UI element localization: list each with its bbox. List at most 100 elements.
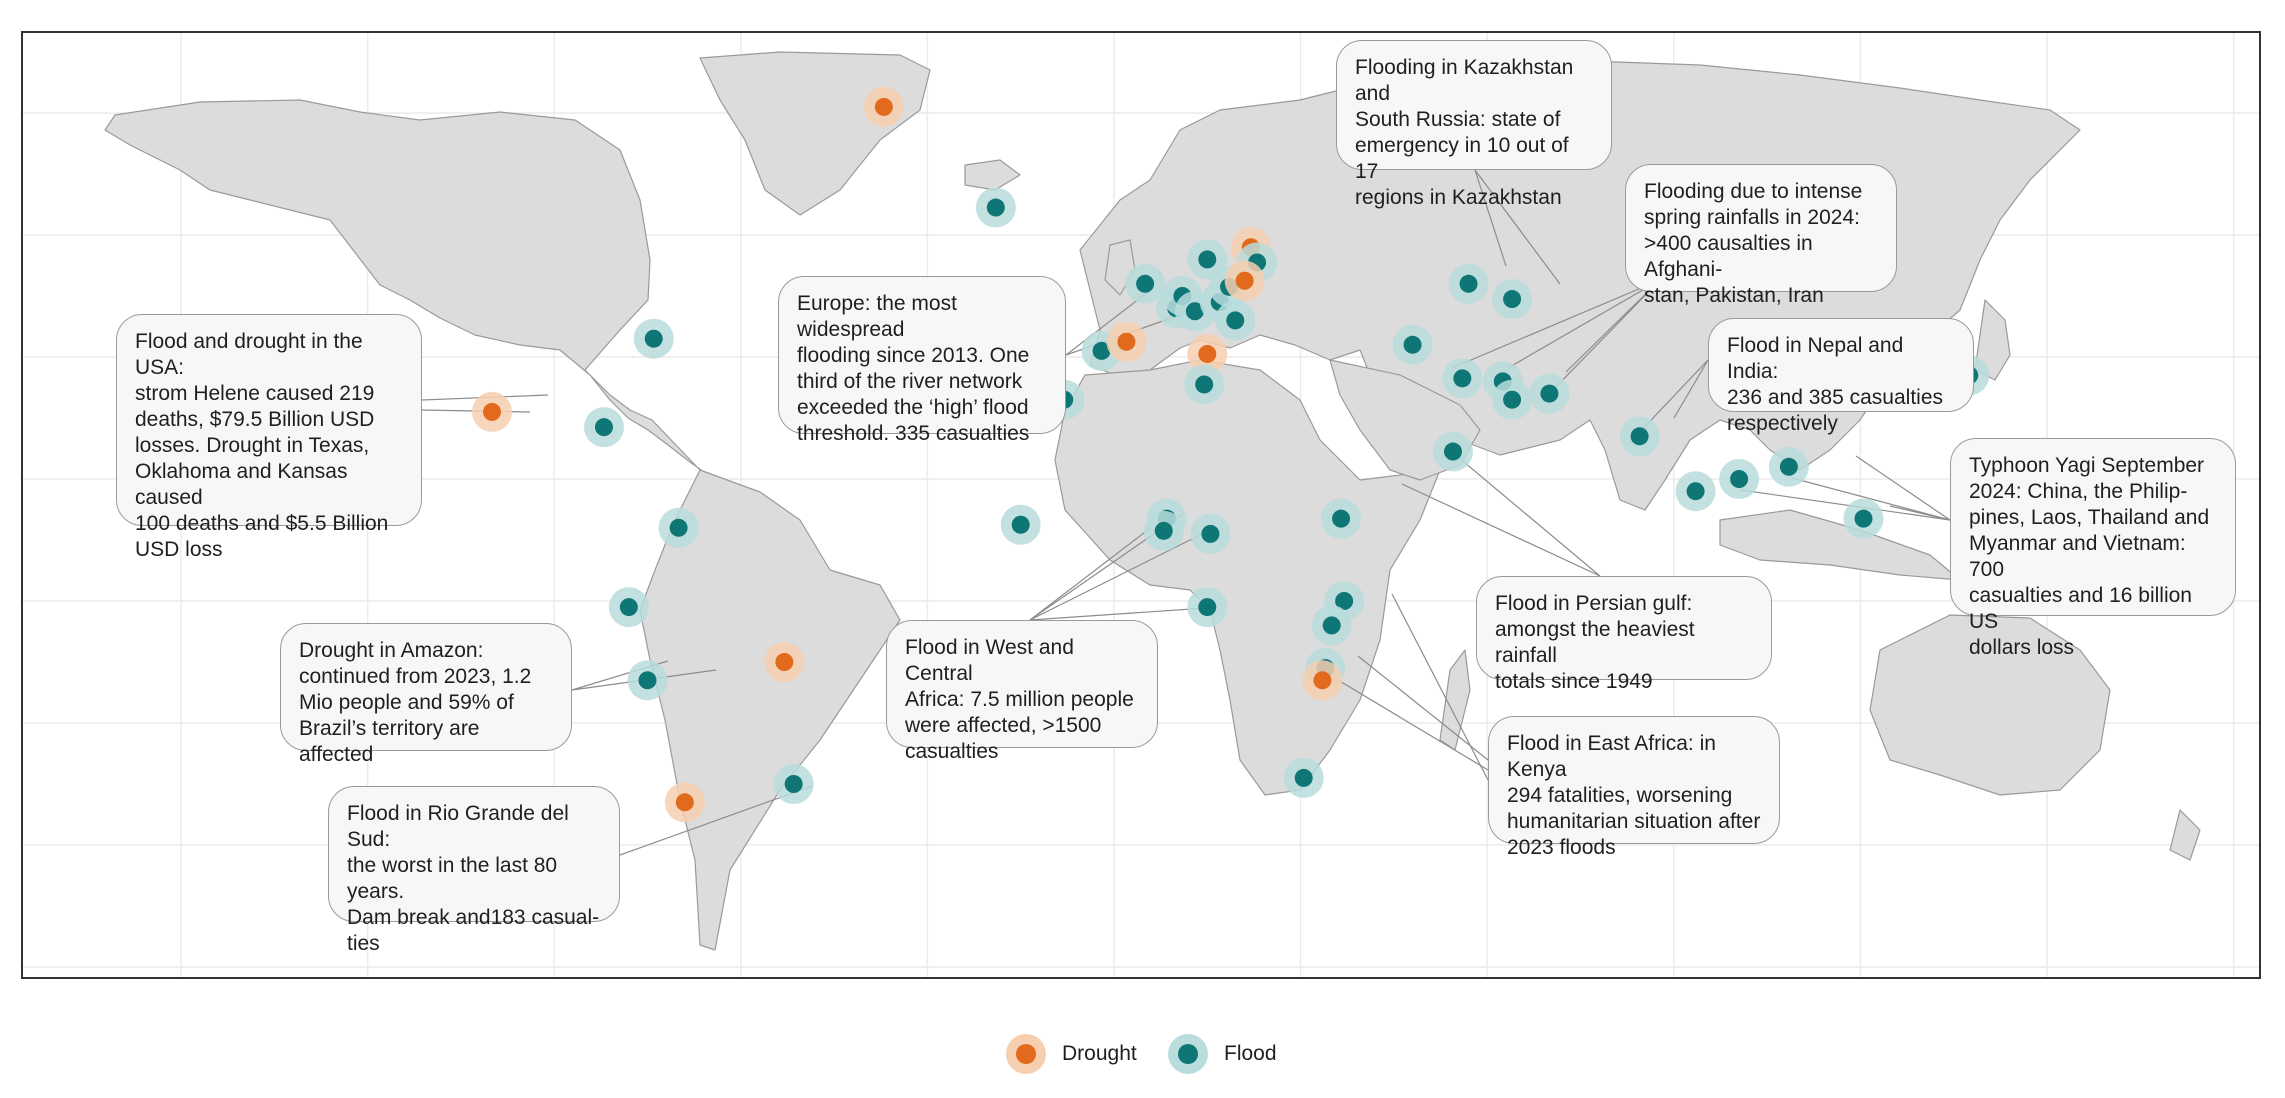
- flood-marker-core: [1195, 375, 1214, 394]
- flood-marker-core: [1332, 509, 1351, 528]
- leader-line: [1855, 455, 1951, 521]
- land-madagascar: [1439, 649, 1471, 751]
- leader-line: [1029, 607, 1207, 621]
- flood-marker-icon: [1168, 1034, 1208, 1074]
- land-southeast-asia: [1719, 509, 1961, 581]
- flood-marker: [1448, 263, 1489, 304]
- drought-marker-core: [1198, 344, 1217, 363]
- flood-marker-core: [1443, 442, 1462, 461]
- flood-marker-core: [1335, 592, 1354, 610]
- leader-line: [1327, 673, 1489, 771]
- drought-marker: [472, 391, 512, 432]
- flood-marker: [1190, 513, 1231, 554]
- leader-line: [1673, 359, 1709, 419]
- flood-marker-core: [1453, 369, 1472, 388]
- flood-marker-core: [1503, 390, 1522, 409]
- legend-item-drought: Drought: [1004, 1032, 1137, 1076]
- drought-marker: [1224, 260, 1265, 301]
- flood-marker-core: [1154, 521, 1173, 540]
- flood-marker-core: [619, 598, 638, 617]
- flood-marker: [1283, 757, 1324, 798]
- drought-marker-core: [483, 402, 501, 421]
- callout-typhoon-yagi: Typhoon Yagi September 2024: China, the …: [1950, 438, 2236, 659]
- flood-marker: [1184, 364, 1225, 405]
- flood-marker-core: [1198, 598, 1217, 617]
- flood-marker-core: [669, 518, 688, 537]
- callout-europe-flooding: Europe: the most widespread flooding sin…: [778, 276, 1066, 445]
- flood-marker: [1125, 263, 1166, 304]
- flood-marker: [1719, 459, 1760, 499]
- callout-afghanistan-flooding: Flooding due to intense spring rainfalls…: [1625, 164, 1897, 307]
- land-australia: [1869, 614, 2111, 796]
- leader-line: [1029, 515, 1167, 621]
- flood-marker: [1187, 587, 1228, 628]
- drought-marker-core: [1235, 271, 1254, 290]
- drought-marker: [1106, 321, 1147, 362]
- flood-marker: [1442, 358, 1483, 399]
- flood-marker-core: [1540, 384, 1559, 403]
- flood-marker: [1619, 416, 1660, 457]
- drought-marker: [1302, 660, 1343, 701]
- flood-marker-core: [1136, 274, 1155, 293]
- flood-marker: [1768, 446, 1809, 487]
- leader-line: [1357, 655, 1489, 761]
- drought-marker-core: [675, 793, 694, 812]
- flood-marker: [1143, 510, 1184, 551]
- flood-marker: [1432, 431, 1473, 472]
- flood-marker: [773, 764, 814, 804]
- flood-marker-core: [1730, 470, 1749, 488]
- flood-marker-core: [1503, 290, 1522, 309]
- callout-amazon-drought: Drought in Amazon: continued from 2023, …: [280, 623, 572, 766]
- flood-marker-core: [1226, 311, 1245, 330]
- flood-marker-core: [1403, 335, 1422, 354]
- flood-marker: [1321, 498, 1362, 539]
- flood-marker-core: [594, 418, 613, 437]
- leader-line: [1740, 489, 1951, 521]
- callout-persian-gulf-flooding: Flood in Persian gulf: amongst the heavi…: [1476, 576, 1772, 693]
- flood-marker-core: [1011, 515, 1030, 534]
- flood-marker-core: [1459, 274, 1478, 293]
- leader-line: [1474, 169, 1561, 285]
- flood-marker-core: [1854, 509, 1873, 528]
- flood-marker-core: [1779, 457, 1798, 476]
- flood-marker: [1843, 498, 1884, 539]
- callout-west-central-africa-flooding: Flood in West and Central Africa: 7.5 mi…: [886, 620, 1158, 763]
- drought-marker: [664, 782, 705, 823]
- drought-marker-icon: [1006, 1034, 1046, 1074]
- flood-marker: [975, 187, 1016, 228]
- flood-marker-core: [1322, 616, 1341, 635]
- leader-line: [1451, 279, 1661, 369]
- flood-marker: [1392, 324, 1433, 365]
- flood-marker: [1675, 471, 1716, 512]
- flood-marker-core: [1185, 302, 1204, 321]
- flood-marker: [1215, 300, 1256, 341]
- callout-rio-grande-flooding: Flood in Rio Grande del Sud: the worst i…: [328, 786, 620, 955]
- drought-marker-core: [1313, 671, 1332, 690]
- flood-marker: [1492, 279, 1533, 320]
- flood-marker-core: [986, 198, 1005, 217]
- flood-marker-core: [644, 329, 663, 348]
- legend: Drought Flood: [0, 1032, 2285, 1076]
- land-iceland: [964, 159, 1021, 191]
- flood-marker: [627, 660, 668, 701]
- flood-marker-core: [784, 775, 803, 793]
- flood-marker-core: [1198, 250, 1217, 269]
- flood-marker: [608, 587, 649, 628]
- flood-marker-core: [1294, 768, 1313, 787]
- flood-marker-core: [1092, 341, 1111, 360]
- leader-line: [1474, 169, 1507, 267]
- drought-marker: [764, 642, 805, 682]
- flood-marker-core: [638, 671, 657, 690]
- flood-marker-core: [1630, 427, 1649, 446]
- land-masses: [104, 51, 2201, 951]
- flood-marker: [658, 507, 699, 548]
- leader-line: [1401, 483, 1601, 577]
- flood-marker: [1529, 373, 1570, 414]
- callout-usa-flood-drought: Flood and drought in the USA: strom Hele…: [116, 314, 422, 561]
- flood-marker: [633, 318, 674, 359]
- flood-marker: [1311, 605, 1352, 646]
- callout-nepal-india-flooding: Flood in Nepal and India: 236 and 385 ca…: [1708, 318, 1974, 435]
- callout-east-africa-flooding: Flood in East Africa: in Kenya 294 fatal…: [1488, 716, 1780, 859]
- callout-kazakhstan-flooding: Flooding in Kazakhstan and South Russia:…: [1336, 40, 1612, 209]
